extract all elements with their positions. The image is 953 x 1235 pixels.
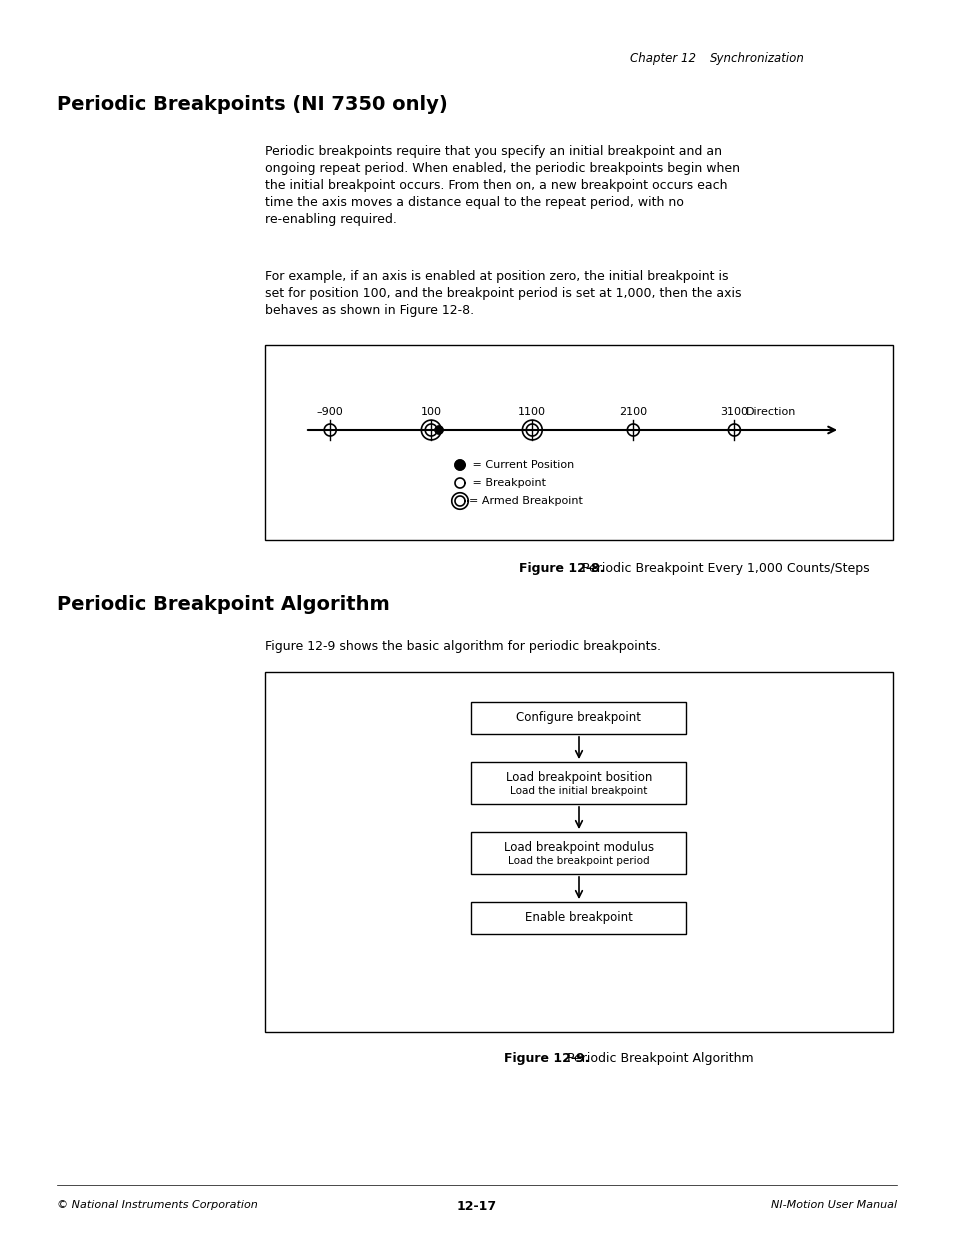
Text: For example, if an axis is enabled at position zero, the initial breakpoint is
s: For example, if an axis is enabled at po… bbox=[265, 270, 740, 317]
Text: 2100: 2100 bbox=[618, 408, 647, 417]
Text: Periodic breakpoints require that you specify an initial breakpoint and an
ongoi: Periodic breakpoints require that you sp… bbox=[265, 144, 740, 226]
Text: Synchronization: Synchronization bbox=[709, 52, 804, 65]
Text: Chapter 12: Chapter 12 bbox=[629, 52, 696, 65]
Text: Load the breakpoint period: Load the breakpoint period bbox=[508, 856, 649, 866]
Text: = Armed Breakpoint: = Armed Breakpoint bbox=[469, 496, 582, 506]
Bar bbox=[265, 345, 892, 540]
Text: Periodic Breakpoint Algorithm: Periodic Breakpoint Algorithm bbox=[558, 1052, 753, 1065]
Text: NI-Motion User Manual: NI-Motion User Manual bbox=[770, 1200, 896, 1210]
Text: = Current Position: = Current Position bbox=[469, 459, 574, 471]
Text: Periodic Breakpoints (NI 7350 only): Periodic Breakpoints (NI 7350 only) bbox=[57, 95, 447, 114]
Text: Direction: Direction bbox=[745, 408, 796, 417]
Bar bbox=[471, 832, 686, 874]
Text: 100: 100 bbox=[420, 408, 441, 417]
Text: 3100: 3100 bbox=[720, 408, 747, 417]
Text: Periodic Breakpoint Every 1,000 Counts/Steps: Periodic Breakpoint Every 1,000 Counts/S… bbox=[574, 562, 869, 576]
Polygon shape bbox=[435, 426, 442, 433]
Text: Figure 12-9 shows the basic algorithm for periodic breakpoints.: Figure 12-9 shows the basic algorithm fo… bbox=[265, 640, 660, 653]
Bar bbox=[471, 762, 686, 804]
Text: 1100: 1100 bbox=[517, 408, 546, 417]
Text: Periodic Breakpoint Algorithm: Periodic Breakpoint Algorithm bbox=[57, 595, 390, 614]
Bar bbox=[471, 701, 686, 734]
Text: Load breakpoint bosition: Load breakpoint bosition bbox=[505, 772, 652, 784]
Text: © National Instruments Corporation: © National Instruments Corporation bbox=[57, 1200, 257, 1210]
Text: Load the initial breakpoint: Load the initial breakpoint bbox=[510, 785, 647, 795]
Text: Configure breakpoint: Configure breakpoint bbox=[516, 711, 640, 725]
Text: = Breakpoint: = Breakpoint bbox=[469, 478, 545, 488]
Polygon shape bbox=[455, 459, 464, 471]
Text: 12-17: 12-17 bbox=[456, 1200, 497, 1213]
Bar bbox=[471, 902, 686, 934]
Text: Load breakpoint modulus: Load breakpoint modulus bbox=[503, 841, 654, 855]
Bar bbox=[265, 672, 892, 1032]
Text: –900: –900 bbox=[316, 408, 343, 417]
Text: Figure 12-9.: Figure 12-9. bbox=[503, 1052, 589, 1065]
Text: Figure 12-8.: Figure 12-8. bbox=[518, 562, 604, 576]
Text: Enable breakpoint: Enable breakpoint bbox=[524, 911, 632, 925]
